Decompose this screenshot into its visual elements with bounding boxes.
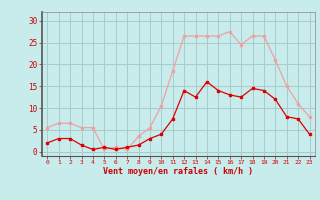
- X-axis label: Vent moyen/en rafales ( km/h ): Vent moyen/en rafales ( km/h ): [103, 167, 253, 176]
